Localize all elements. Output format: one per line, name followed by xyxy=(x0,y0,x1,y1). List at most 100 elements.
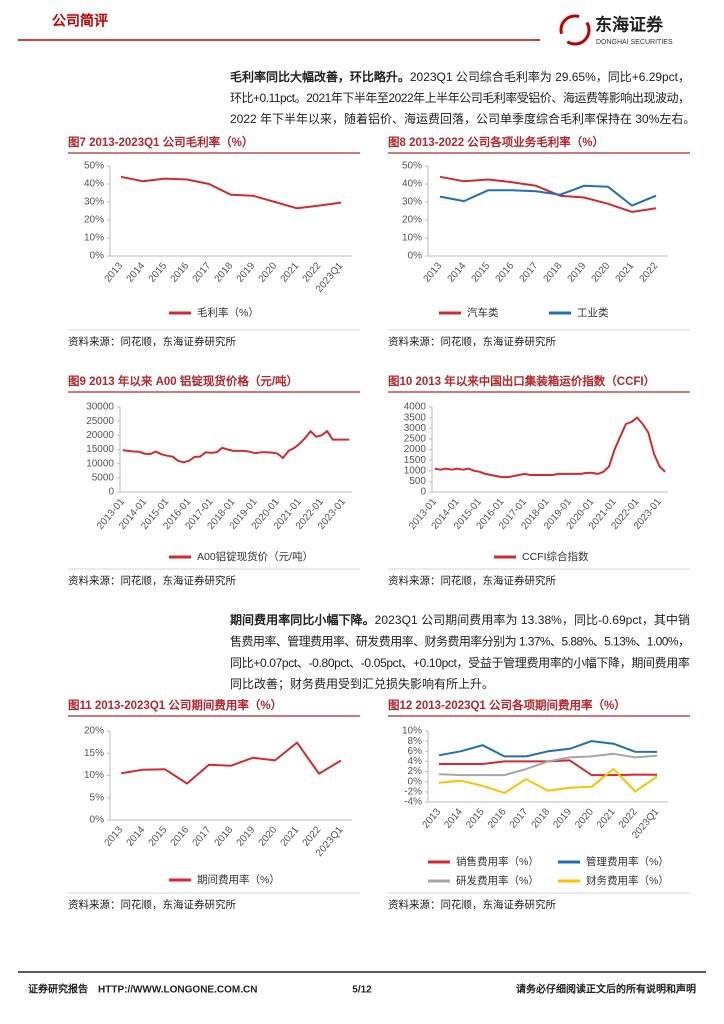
y-tick-label: 4000 xyxy=(404,402,427,413)
y-tick-label: 0% xyxy=(90,251,105,262)
y-tick-label: 1500 xyxy=(404,455,427,466)
y-tick-label: 30000 xyxy=(86,402,114,413)
footer-url: HTTP://WWW.LONGONE.COM.CN xyxy=(98,985,257,996)
y-tick-label: 2000 xyxy=(404,444,427,455)
x-tick-label: 2018 xyxy=(213,824,236,848)
figure-source: 资料来源：同花顺，东海证券研究所 xyxy=(68,335,236,348)
series-line xyxy=(120,741,342,785)
figure-title: 图10 2013 年以来中国出口集装箱运价指数（CCFI） xyxy=(388,374,655,388)
footer-page: 5/12 xyxy=(352,985,372,996)
x-tick-label: 2019 xyxy=(235,824,258,848)
legend-label: 汽车类 xyxy=(467,306,499,319)
legend-label: 管理费用率（%） xyxy=(586,855,669,868)
y-tick-label: 30% xyxy=(402,197,422,208)
y-tick-label: -4% xyxy=(404,797,422,808)
y-tick-label: 10% xyxy=(84,233,104,244)
x-tick-label: 2015 xyxy=(147,824,170,848)
series-line xyxy=(439,184,657,207)
legend-label: 销售费用率（%） xyxy=(456,855,539,868)
footer-left: 证券研究报告 xyxy=(28,983,88,996)
y-tick-label: 20% xyxy=(84,726,104,737)
logo-sub: DONGHAI SECURITIES xyxy=(596,39,673,46)
x-tick-label: 2017 xyxy=(508,806,531,830)
y-tick-label: 0 xyxy=(420,487,426,498)
x-tick-label: 2017 xyxy=(191,260,214,284)
y-tick-label: 8% xyxy=(408,736,423,747)
y-tick-label: 50% xyxy=(84,161,104,172)
paragraph-line: 同比改善；财务费用受到汇兑损失影响有所上升。 xyxy=(230,676,494,691)
figure-source: 资料来源：同花顺，东海证券研究所 xyxy=(68,898,236,911)
footer-right: 请务必仔细阅读正文后的所有说明和声明 xyxy=(516,983,696,996)
x-tick-label: 2015 xyxy=(147,260,170,284)
x-tick-label: 2019 xyxy=(566,260,589,284)
y-tick-label: 2500 xyxy=(404,434,427,445)
paragraph-line: 期间费用率同比小幅下降。2023Q1 公司期间费用率为 13.38%，同比-0.… xyxy=(230,612,690,627)
y-tick-label: 30% xyxy=(84,197,104,208)
logo: 东海证券 DONGHAI SECURITIES xyxy=(559,14,673,46)
y-tick-label: 0 xyxy=(108,487,114,498)
series-line xyxy=(434,416,666,479)
y-tick-label: 4% xyxy=(408,756,423,767)
y-tick-label: 0% xyxy=(408,776,423,787)
y-tick-label: 0% xyxy=(408,251,423,262)
figure-title: 图9 2013 年以来 A00 铝锭现货价格（元/吨） xyxy=(68,374,298,388)
series-line xyxy=(120,175,342,210)
paragraph-line: 毛利率同比大幅改善，环比略升。2023Q1 公司综合毛利率为 29.65%，同比… xyxy=(230,69,690,84)
legend-label: 财务费用率（%） xyxy=(586,874,669,887)
x-tick-label: 2016 xyxy=(169,824,192,848)
paragraph-line: 售费用率、管理费用率、研发费用率、财务费用率分别为 1.37%、5.88%、5.… xyxy=(230,633,690,648)
x-tick-label: 2016 xyxy=(169,260,192,284)
series-line xyxy=(122,430,350,464)
paragraph-lead: 毛利率同比大幅改善，环比略升。 xyxy=(230,69,410,84)
figure-title: 图8 2013-2022 公司各项业务毛利率（%） xyxy=(388,135,604,149)
legend-label: 研发费用率（%） xyxy=(456,874,539,887)
y-tick-label: 1000 xyxy=(404,465,427,476)
y-tick-label: 2% xyxy=(408,766,423,777)
y-tick-label: 50% xyxy=(402,161,422,172)
paragraph-line: 同比+0.07pct、-0.80pct、-0.05pct、+0.10pct，受益… xyxy=(230,655,690,670)
x-tick-label: 2015 xyxy=(464,806,487,830)
x-tick-label: 2022 xyxy=(638,260,661,284)
y-tick-label: 10% xyxy=(402,233,422,244)
x-tick-label: 2019 xyxy=(235,260,258,284)
y-tick-label: 15% xyxy=(84,748,104,759)
legend-label: 毛利率（%） xyxy=(197,306,259,319)
series-line xyxy=(439,175,657,213)
x-tick-label: 2020 xyxy=(257,260,280,284)
y-tick-label: 3500 xyxy=(404,412,427,423)
y-tick-label: 10% xyxy=(402,726,422,737)
series-line xyxy=(438,759,658,777)
y-tick-label: 3000 xyxy=(404,423,427,434)
x-tick-label: 2014 xyxy=(125,260,148,284)
y-tick-label: 40% xyxy=(402,179,422,190)
x-tick-label: 2020 xyxy=(590,260,613,284)
y-tick-label: 20% xyxy=(402,215,422,226)
y-tick-label: 5000 xyxy=(92,472,115,483)
figure-title: 图11 2013-2023Q1 公司期间费用率（%） xyxy=(68,698,282,712)
x-tick-label: 2014 xyxy=(442,806,465,830)
paragraph-line: 环比+0.11pct。2021年下半年至2022年上半年公司毛利率受铝价、海运费… xyxy=(230,90,690,105)
x-tick-label: 2018 xyxy=(542,260,565,284)
x-tick-label: 2017 xyxy=(191,824,214,848)
x-tick-label: 2014 xyxy=(125,824,148,848)
paragraph-line: 2022 年下半年以来，随着铝价、海运费回落，公司单季度综合毛利率保持在 30%… xyxy=(230,111,695,126)
y-tick-label: 20000 xyxy=(86,430,114,441)
figure-source: 资料来源：同花顺，东海证券研究所 xyxy=(388,898,556,911)
y-tick-label: 40% xyxy=(84,179,104,190)
legend-label: CCFI综合指数 xyxy=(522,550,589,563)
section-title: 公司简评 xyxy=(52,13,108,29)
x-tick-label: 2020 xyxy=(257,824,280,848)
x-tick-label: 2013 xyxy=(422,260,445,284)
x-tick-label: 2021 xyxy=(595,806,618,830)
y-tick-label: 6% xyxy=(408,746,423,757)
paragraph-lead: 期间费用率同比小幅下降。 xyxy=(230,612,375,627)
y-tick-label: 10% xyxy=(84,770,104,781)
x-tick-label: 2014 xyxy=(446,260,469,284)
y-tick-label: 20% xyxy=(84,215,104,226)
x-tick-label: 2021 xyxy=(614,260,637,284)
x-tick-label: 2019 xyxy=(551,806,574,830)
x-tick-label: 2016 xyxy=(494,260,517,284)
figure-title: 图12 2013-2023Q1 公司各项期间费用率（%） xyxy=(388,698,626,712)
x-tick-label: 2016 xyxy=(486,806,509,830)
